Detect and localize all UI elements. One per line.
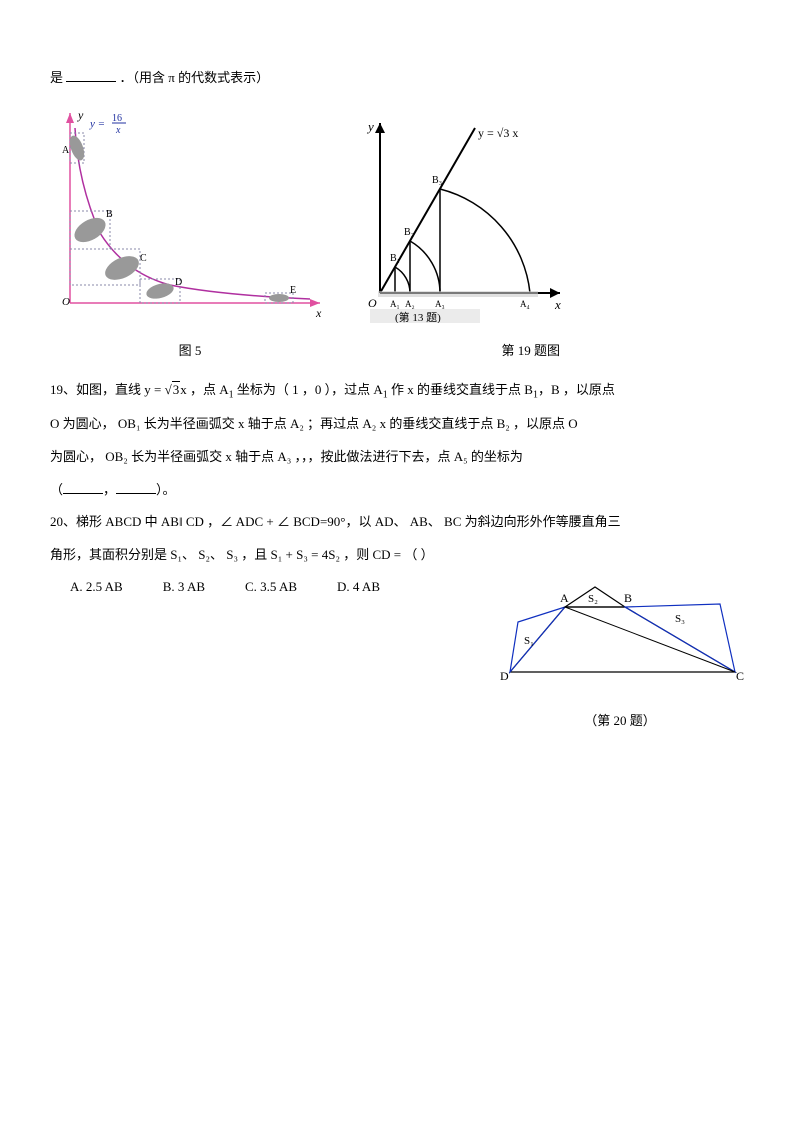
figure-19-caption: 第 19 题图 xyxy=(360,337,570,366)
svg-text:B₂: B₂ xyxy=(404,227,414,238)
svg-text:O: O xyxy=(368,296,377,310)
svg-text:O: O xyxy=(62,296,70,308)
svg-text:y: y xyxy=(366,119,374,134)
intro-line: 是 ．（用含 π 的代数式表示） xyxy=(50,64,750,93)
svg-text:C: C xyxy=(140,253,147,264)
figure-19-svg: x y O y = √3 x B₁ B₂ B₃ A₁ A₂ A₃ xyxy=(360,113,570,323)
svg-text:16: 16 xyxy=(112,113,122,124)
svg-text:B: B xyxy=(106,209,113,220)
figure-19: x y O y = √3 x B₁ B₂ B₃ A₁ A₂ A₃ xyxy=(360,113,570,366)
svg-text:(第 13 题): (第 13 题) xyxy=(395,310,441,323)
svg-text:S₂: S₂ xyxy=(588,593,598,605)
intro-prefix: 是 xyxy=(50,70,63,85)
figure-5-caption: 图 5 xyxy=(50,337,330,366)
svg-text:A₄: A₄ xyxy=(520,299,530,309)
svg-text:x: x xyxy=(554,297,561,312)
q20-figure-caption: （第 20 题） xyxy=(490,707,750,736)
q20-option-c: C. 3.5 AB xyxy=(245,573,297,602)
svg-text:x: x xyxy=(115,125,121,136)
svg-text:A: A xyxy=(62,145,70,156)
svg-text:A: A xyxy=(560,591,569,605)
svg-text:B₁: B₁ xyxy=(390,253,400,264)
q20-line1: 20、梯形 ABCD 中 AB‖ CD ，∠ ADC + ∠ BCD=90°，以… xyxy=(50,508,750,537)
svg-text:C: C xyxy=(736,669,744,683)
svg-text:D: D xyxy=(175,277,182,288)
svg-text:S₁: S₁ xyxy=(524,635,534,647)
q19-line3: 为圆心， OB₂ 长为半径画弧交 x 轴于点 A₃ ，，，按此做法进行下去，点 … xyxy=(50,443,750,472)
q19-line2: O 为圆心， OB₁ 长为半径画弧交 x 轴于点 A₂ ；再过点 A₂ x 的垂… xyxy=(50,410,750,439)
intro-suffix: ．（用含 π 的代数式表示） xyxy=(120,70,270,85)
svg-text:E: E xyxy=(290,285,296,296)
svg-text:A₁: A₁ xyxy=(390,299,400,309)
svg-text:A₃: A₃ xyxy=(435,299,445,309)
q19-blank-2 xyxy=(116,480,156,494)
q20-option-a: A. 2.5 AB xyxy=(70,573,123,602)
q19-line1: 19、如图，直线 y = 3x ，点 A1 坐标为（ 1 ，0 ），过点 A1 … xyxy=(50,376,750,407)
svg-text:D: D xyxy=(500,669,509,683)
q20-option-d: D. 4 AB xyxy=(337,573,380,602)
svg-text:y =: y = xyxy=(89,118,105,130)
intro-blank xyxy=(66,68,116,82)
q20-line2: 角形，其面积分别是 S₁、 S₂、 S₃ ，且 S₁ + S₃ = 4S₂ ，则… xyxy=(50,541,750,570)
q19-blank-1 xyxy=(63,480,103,494)
figure-5: O x y y = 16 x A B C D xyxy=(50,103,330,366)
q20-option-b: B. 3 AB xyxy=(163,573,205,602)
figure-5-svg: O x y y = 16 x A B C D xyxy=(50,103,330,323)
q19-line4: （，）。 xyxy=(50,476,750,505)
figures-row: O x y y = 16 x A B C D xyxy=(50,103,750,366)
svg-text:S₃: S₃ xyxy=(675,613,685,625)
svg-text:B₃: B₃ xyxy=(432,175,442,186)
svg-text:A₂: A₂ xyxy=(405,299,415,309)
svg-text:y = √3 x: y = √3 x xyxy=(478,126,518,140)
q20-figure-svg: A B C D S₁ S₂ S₃ xyxy=(490,582,750,692)
svg-text:x: x xyxy=(315,306,322,320)
q20-row: A. 2.5 AB B. 3 AB C. 3.5 AB D. 4 AB A B … xyxy=(50,573,750,735)
svg-text:B: B xyxy=(624,591,632,605)
q20-figure: A B C D S₁ S₂ S₃ （第 20 题） xyxy=(490,582,750,735)
svg-text:y: y xyxy=(77,108,84,122)
